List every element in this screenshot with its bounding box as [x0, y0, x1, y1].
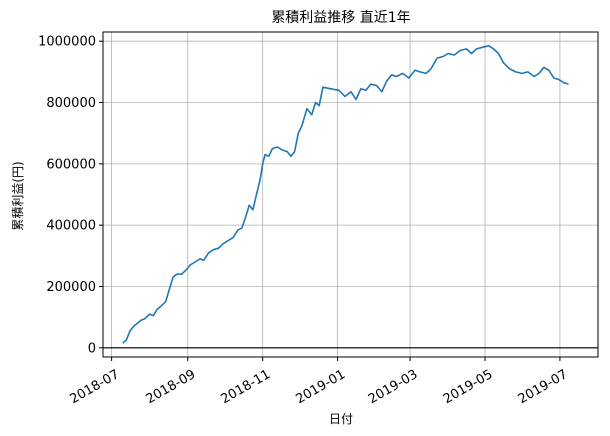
- y-axis-title: 累積利益(円): [10, 161, 25, 230]
- y-tick-label: 600000: [46, 157, 96, 172]
- x-tick-label: 2019-07: [516, 367, 571, 407]
- series-group: [122, 45, 569, 344]
- y-tick-label: 0: [88, 341, 96, 356]
- x-axis-title: 日付: [329, 412, 353, 426]
- y-tick-label: 1000000: [38, 35, 96, 50]
- x-ticks: 2018-07 2018-09 2018-11 2019-01 2019-03 2019-…: [67, 357, 570, 407]
- x-tick-label: 2019-01: [293, 367, 348, 407]
- plot-frame: [102, 31, 599, 358]
- grid: [103, 32, 598, 357]
- y-tick-label: 400000: [46, 219, 96, 234]
- x-tick-label: 2019-03: [366, 367, 421, 407]
- x-tick-label: 2018-07: [67, 367, 122, 407]
- x-tick-label: 2018-09: [144, 367, 199, 407]
- y-ticks: 0 200000 400000 600000 800000 1000000: [38, 35, 103, 356]
- chart-title: 累積利益推移 直近1年: [271, 9, 410, 26]
- y-tick-label: 200000: [46, 280, 96, 295]
- y-tick-label: 800000: [46, 96, 96, 111]
- series-line: [122, 45, 569, 344]
- x-tick-label: 2018-11: [219, 367, 274, 407]
- x-tick-label: 2019-05: [441, 367, 496, 407]
